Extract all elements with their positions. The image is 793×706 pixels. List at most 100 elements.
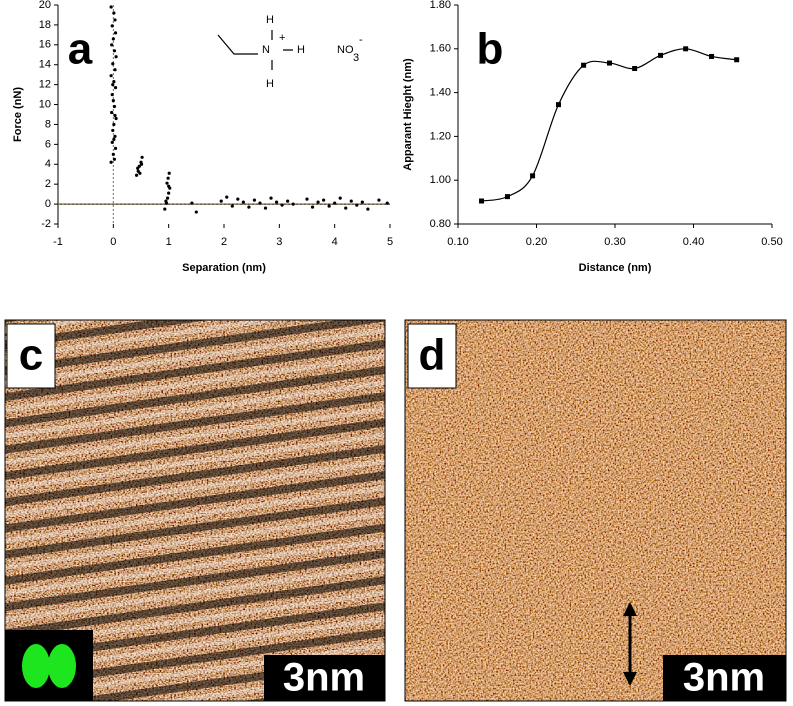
point — [113, 134, 117, 138]
point — [322, 198, 326, 202]
point — [247, 205, 251, 209]
point — [366, 207, 370, 211]
y-tick-label: 1.80 — [430, 0, 451, 11]
marker — [607, 60, 613, 66]
afm-image-c: c 3nm — [4, 319, 386, 702]
marker — [504, 194, 510, 200]
point — [111, 128, 115, 133]
point — [112, 104, 117, 109]
x-axis-title: Separation (nm) — [182, 262, 266, 274]
x-tick-label: -1 — [53, 236, 63, 248]
panel-label: b — [477, 25, 504, 74]
point — [112, 122, 116, 127]
point — [111, 83, 115, 87]
point — [241, 200, 245, 204]
point — [286, 199, 290, 203]
y-tick-label: -2 — [41, 218, 51, 230]
marker — [658, 52, 664, 58]
point — [165, 196, 170, 200]
point — [138, 171, 142, 175]
x-tick-label: 0 — [110, 236, 116, 248]
molecule-label: - — [359, 34, 363, 46]
marker — [734, 57, 740, 63]
x-tick-label: 0.10 — [447, 236, 468, 248]
point — [338, 196, 342, 200]
point — [112, 157, 117, 161]
point — [113, 146, 118, 150]
chart: 0.80 1.00 1.20 1.40 1.60 1.80 0.10 0.20 0.30 0.40… — [402, 0, 783, 274]
point — [230, 204, 234, 208]
point — [140, 155, 144, 159]
point — [109, 74, 113, 78]
y-tick-label: 1.20 — [430, 130, 451, 142]
point — [114, 116, 118, 121]
molecule-bonds — [217, 30, 293, 70]
point — [252, 198, 257, 202]
point — [112, 137, 116, 141]
point — [333, 201, 337, 205]
y-tick-label: 16 — [39, 39, 51, 51]
point — [167, 171, 171, 175]
point — [111, 152, 115, 156]
point — [190, 201, 194, 205]
point — [349, 199, 353, 203]
point — [263, 206, 268, 210]
x-tick-label: 2 — [221, 236, 227, 248]
point — [167, 184, 171, 188]
point — [111, 62, 115, 66]
y-tick-label: 20 — [39, 0, 51, 11]
molecule-label: H — [266, 78, 274, 90]
point — [113, 31, 118, 35]
point — [360, 200, 364, 204]
point — [236, 197, 240, 201]
point — [344, 206, 348, 210]
y-tick-label: 14 — [39, 59, 51, 71]
marker — [709, 53, 715, 59]
scale-bar-label: 3nm — [283, 656, 365, 700]
point — [109, 5, 113, 9]
y-tick-label: 1.40 — [430, 87, 451, 99]
point — [165, 181, 169, 185]
line — [481, 48, 737, 202]
marker — [581, 62, 587, 68]
point — [136, 166, 140, 170]
point — [316, 200, 320, 204]
marker — [683, 46, 689, 52]
point — [111, 98, 115, 103]
x-tick-label: 0.20 — [526, 236, 547, 248]
point — [274, 200, 279, 204]
point — [112, 11, 116, 15]
scale-bar-label: 3nm — [683, 656, 765, 700]
molecule-label: 3 — [353, 52, 359, 64]
point — [139, 162, 144, 166]
y-tick-label: 12 — [39, 79, 51, 91]
y-tick-label: 0 — [45, 198, 51, 210]
point — [385, 201, 389, 205]
point — [111, 37, 115, 41]
point — [110, 92, 114, 97]
point — [258, 201, 262, 205]
x-tick-label: 0.50 — [761, 236, 782, 248]
point — [113, 18, 117, 22]
x-tick-label: 5 — [387, 236, 393, 248]
panel-label: a — [68, 25, 93, 74]
y-tick-label: 0.80 — [430, 218, 451, 230]
y-tick-label: 8 — [45, 118, 51, 130]
point — [112, 80, 116, 84]
y-tick-label: 2 — [45, 178, 51, 190]
y-tick-label: 10 — [39, 98, 51, 110]
y-tick-label: 1.60 — [430, 43, 451, 55]
molecule-label: H — [266, 14, 274, 26]
x-tick-label: 0.40 — [683, 236, 704, 248]
point — [225, 195, 229, 199]
marker — [530, 173, 536, 179]
point — [110, 24, 114, 28]
x-tick-label: 4 — [332, 236, 338, 248]
y-axis-title: Force (nN) — [12, 87, 24, 142]
afm-image-d: d 3nm — [404, 319, 787, 702]
point — [113, 68, 117, 72]
point — [166, 176, 170, 180]
point — [114, 55, 118, 59]
